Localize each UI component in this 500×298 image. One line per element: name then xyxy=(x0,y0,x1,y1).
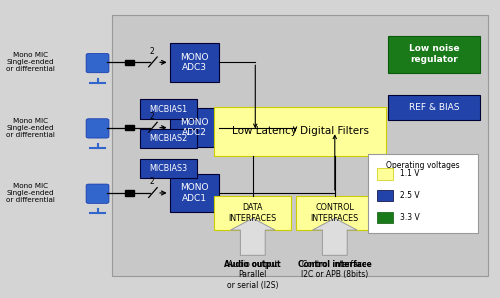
Text: MICBIAS2: MICBIAS2 xyxy=(149,134,188,143)
FancyArrow shape xyxy=(312,218,357,255)
Bar xyxy=(126,60,134,65)
Text: Mono MIC
Single-ended
or differential: Mono MIC Single-ended or differential xyxy=(6,183,55,203)
FancyBboxPatch shape xyxy=(388,36,480,73)
Text: Mono MIC
Single-ended
or differential: Mono MIC Single-ended or differential xyxy=(6,52,55,72)
FancyBboxPatch shape xyxy=(170,43,220,82)
Text: Control interface
I2C or APB (8bits): Control interface I2C or APB (8bits) xyxy=(301,260,368,279)
FancyBboxPatch shape xyxy=(368,154,478,233)
Text: REF & BIAS: REF & BIAS xyxy=(409,103,460,112)
Text: MICBIAS3: MICBIAS3 xyxy=(150,164,188,173)
FancyBboxPatch shape xyxy=(214,107,386,156)
Text: 2: 2 xyxy=(150,112,154,121)
Text: Mono MIC
Single-ended
or differential: Mono MIC Single-ended or differential xyxy=(6,118,55,138)
Text: MONO
ADC3: MONO ADC3 xyxy=(180,53,208,72)
FancyBboxPatch shape xyxy=(140,129,197,148)
FancyBboxPatch shape xyxy=(86,119,109,138)
Text: Control interface: Control interface xyxy=(298,260,372,269)
Text: Audio output
Parallel
or serial (I2S): Audio output Parallel or serial (I2S) xyxy=(227,260,278,290)
FancyBboxPatch shape xyxy=(214,196,292,230)
Text: CONTROL
INTERFACES: CONTROL INTERFACES xyxy=(310,203,359,223)
Text: 3.3 V: 3.3 V xyxy=(400,212,419,221)
FancyBboxPatch shape xyxy=(170,174,220,212)
Text: 2.5 V: 2.5 V xyxy=(400,191,419,200)
Text: Operating voltages: Operating voltages xyxy=(386,161,460,170)
Text: Low Latency Digital Filters: Low Latency Digital Filters xyxy=(232,126,368,136)
Text: DATA
INTERFACES: DATA INTERFACES xyxy=(228,203,277,223)
Text: 2: 2 xyxy=(150,47,154,56)
FancyBboxPatch shape xyxy=(86,184,109,203)
Bar xyxy=(126,125,134,130)
Text: MONO
ADC1: MONO ADC1 xyxy=(180,183,208,203)
Text: Low noise
regulator: Low noise regulator xyxy=(409,44,460,64)
FancyArrow shape xyxy=(230,218,275,255)
FancyBboxPatch shape xyxy=(140,100,197,119)
Text: 2: 2 xyxy=(150,177,154,187)
Bar xyxy=(378,168,393,180)
Text: MICBIAS1: MICBIAS1 xyxy=(150,105,188,114)
FancyBboxPatch shape xyxy=(140,159,197,178)
FancyBboxPatch shape xyxy=(170,108,220,147)
FancyBboxPatch shape xyxy=(86,53,109,73)
Text: 1.1 V: 1.1 V xyxy=(400,169,419,178)
Bar xyxy=(126,190,134,196)
FancyBboxPatch shape xyxy=(112,15,488,276)
Bar xyxy=(378,190,393,201)
Text: MONO
ADC2: MONO ADC2 xyxy=(180,118,208,137)
Text: Audio output: Audio output xyxy=(224,260,281,269)
Bar xyxy=(378,212,393,223)
FancyBboxPatch shape xyxy=(388,95,480,120)
FancyBboxPatch shape xyxy=(296,196,374,230)
